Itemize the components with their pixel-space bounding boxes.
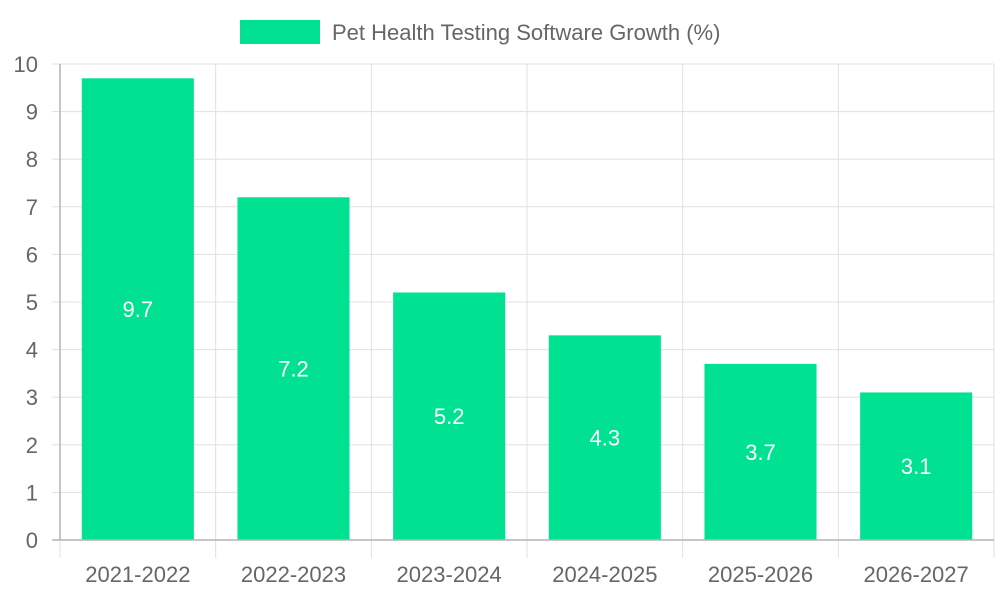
bar-2025-2026[interactable]: [704, 363, 817, 540]
y-tick-label: 3: [26, 385, 38, 410]
bar-value-label: 3.1: [901, 454, 932, 479]
bar-value-label: 5.2: [434, 404, 465, 429]
x-tick-label: 2026-2027: [864, 562, 969, 587]
bar-2024-2025[interactable]: [548, 335, 661, 540]
y-tick-label: 2: [26, 433, 38, 458]
bar-2021-2022[interactable]: [81, 78, 194, 540]
bars: 9.7 7.2 5.2 4.3 3.7 3.1: [81, 78, 973, 540]
y-tick-label: 4: [26, 338, 38, 363]
legend-label[interactable]: Pet Health Testing Software Growth (%): [332, 20, 720, 45]
y-tick-label: 0: [26, 528, 38, 553]
bar-value-label: 4.3: [590, 426, 621, 451]
bar-value-label: 7.2: [278, 357, 309, 382]
y-tick-label: 10: [14, 52, 38, 77]
bar-value-label: 9.7: [123, 297, 154, 322]
legend-swatch[interactable]: [240, 20, 320, 44]
x-tick-label: 2022-2023: [241, 562, 346, 587]
legend[interactable]: Pet Health Testing Software Growth (%): [240, 20, 720, 45]
x-tick-label: 2021-2022: [85, 562, 190, 587]
y-tick-label: 5: [26, 290, 38, 315]
y-tick-label: 7: [26, 195, 38, 220]
bar-2026-2027[interactable]: [860, 392, 973, 540]
bar-value-label: 3.7: [745, 440, 776, 465]
y-tick-label: 8: [26, 147, 38, 172]
axes: 0 1 2 3 4 5 6 7 8 9 10 2021-2022 2022-2023 2023-2024 2…: [14, 52, 994, 587]
x-tick-label: 2025-2026: [708, 562, 813, 587]
y-tick-label: 6: [26, 242, 38, 267]
bar-2023-2024[interactable]: [393, 292, 506, 540]
y-tick-label: 1: [26, 480, 38, 505]
bar-2022-2023[interactable]: [237, 197, 350, 540]
x-tick-label: 2024-2025: [552, 562, 657, 587]
x-tick-label: 2023-2024: [397, 562, 502, 587]
y-tick-label: 9: [26, 100, 38, 125]
